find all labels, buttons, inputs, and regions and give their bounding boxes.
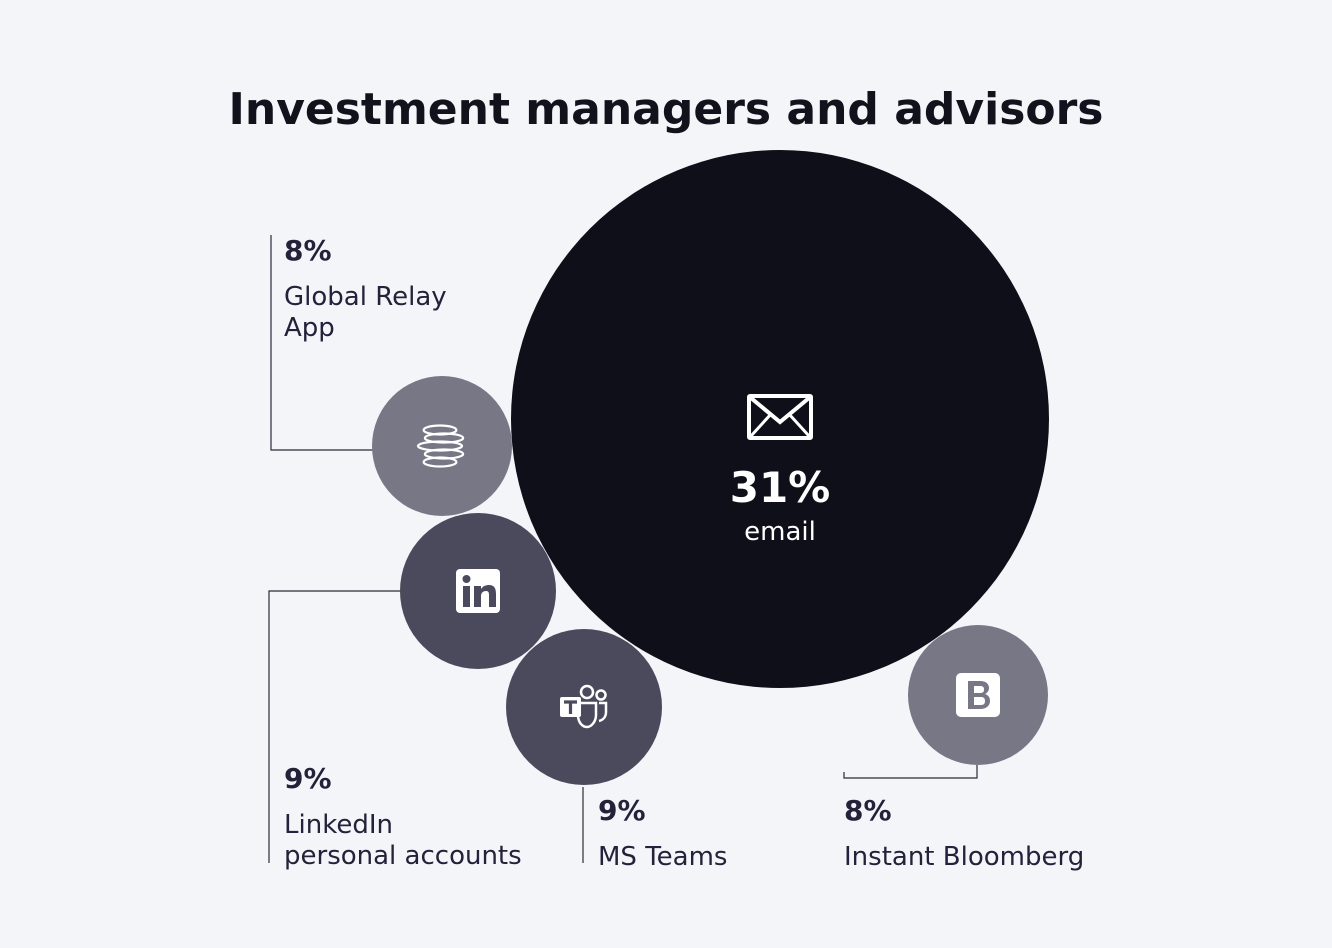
bubble-ms-teams: [506, 629, 662, 785]
category-label-linkedin: personal accounts: [284, 841, 522, 871]
value-label-email: 31%: [730, 463, 831, 512]
leader-line-instant-bloomberg: [843, 765, 978, 779]
category-label-linkedin: LinkedIn: [284, 810, 393, 840]
leader-line-linkedin: [268, 590, 400, 863]
leader-line-global-relay: [270, 235, 373, 451]
bubble-global-relay: [372, 376, 512, 516]
category-label-instant-bloomberg: Instant Bloomberg: [844, 842, 1084, 872]
bubble-email: [511, 150, 1049, 688]
category-label-global-relay: Global Relay: [284, 282, 447, 312]
chart-title: Investment managers and advisors: [229, 84, 1104, 135]
envelope-icon: [747, 394, 813, 440]
value-label-global-relay: 8%: [284, 234, 332, 267]
global-relay-logo-icon: [416, 424, 465, 468]
ms-teams-icon: [560, 684, 608, 729]
value-label-ms-teams: 9%: [598, 794, 646, 827]
category-label-ms-teams: MS Teams: [598, 842, 727, 872]
linkedin-icon: [456, 569, 500, 613]
value-label-instant-bloomberg: 8%: [844, 794, 892, 827]
category-label-global-relay: App: [284, 313, 335, 343]
value-label-linkedin: 9%: [284, 762, 332, 795]
bloomberg-icon: [956, 673, 1000, 717]
category-label-email: email: [744, 517, 816, 547]
